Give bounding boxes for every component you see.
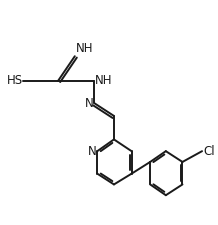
Text: Cl: Cl (203, 145, 215, 158)
Text: NH: NH (95, 74, 113, 87)
Text: N: N (85, 97, 93, 110)
Text: N: N (88, 145, 96, 158)
Text: HS: HS (7, 74, 23, 87)
Text: NH: NH (76, 42, 93, 55)
